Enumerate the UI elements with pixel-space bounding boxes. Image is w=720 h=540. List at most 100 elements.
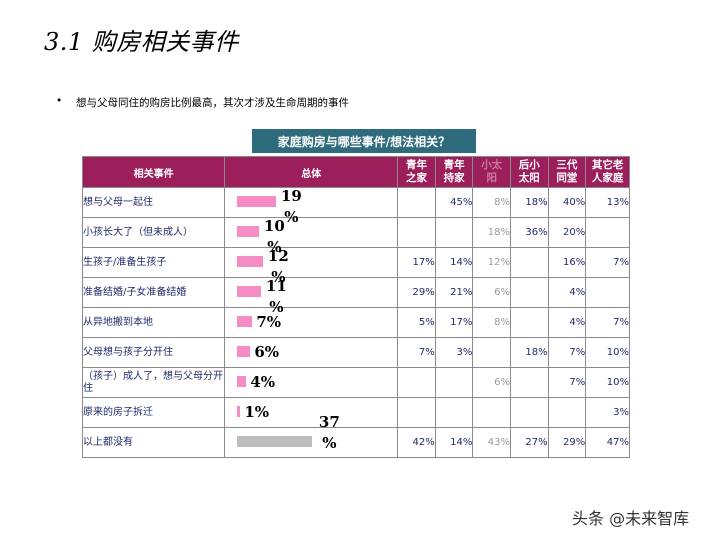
question-banner: 家庭购房与哪些事件/想法相关？ [252,129,476,153]
segment-value: 21% [434,277,474,308]
event-label: 想与父母一起住 [81,187,226,218]
header-col-youth-home: 青年 之家 [397,156,436,188]
event-table: 相关事件 总体 青年 之家 青年 持家 小太阳 后小 太阳 三代 同堂 其它老 人家庭 想… [81,156,630,458]
segment-value [434,217,474,248]
segment-value [585,277,630,308]
event-label: 原来的房子拆迁 [81,397,226,428]
segment-value: 18% [472,217,511,248]
segment-value: 8% [472,187,511,218]
segment-value [547,397,587,428]
segment-value: 45% [434,187,474,218]
segment-value [510,277,549,308]
total-bar [237,406,241,417]
table-row: 以上都没有 37 % 42% 14% 43% 27% 29% 47% [81,413,630,458]
page-title: 3.1 购房相关事件 [44,28,239,56]
segment-value: 8% [472,307,511,338]
segment-value: 18% [510,187,549,218]
watermark: 头条 @未来智库 [572,509,690,528]
segment-value: 12% [472,247,511,278]
segment-value: 36% [510,217,549,248]
table-row: （孩子）成人了，想与父母分开住 4% 6% 7% 10% [81,367,630,398]
event-label: 以上都没有 [81,427,226,458]
table-row: 小孩长大了（但未成人） 10 % 18% 36% 20% [81,217,630,256]
total-label: 4% [250,373,276,391]
segment-value [510,397,549,428]
bullet-text: 想与父母同住的购房比例最高，其次才涉及生命周期的事件 [76,97,349,109]
table-row: 原来的房子拆迁 1% 3% [81,397,630,428]
header-col-three-generations: 三代 同堂 [547,156,587,188]
segment-value: 17% [397,247,436,278]
segment-value [434,367,474,398]
segment-value [510,307,549,338]
segment-value: 47% [585,427,630,458]
segment-value [472,397,511,428]
segment-value: 13% [585,187,630,218]
segment-value [434,397,474,428]
segment-value: 6% [472,277,511,308]
total-bar [237,286,262,297]
segment-value: 4% [547,277,587,308]
header-col-other-elderly: 其它老 人家庭 [585,156,630,188]
bullet-dot: • [56,95,63,107]
segment-value: 18% [510,337,549,368]
segment-value: 14% [434,427,474,458]
segment-value: 4% [547,307,587,338]
total-bar [237,346,251,357]
total-cell: 11 % [224,277,399,316]
segment-value [472,337,511,368]
total-bar [237,256,264,267]
segment-value: 29% [397,277,436,308]
event-label: （孩子）成人了，想与父母分开住 [81,367,226,398]
segment-value [397,397,436,428]
event-label: 从异地搬到本地 [81,307,226,338]
total-cell: 37 % [224,413,399,458]
segment-value: 20% [547,217,587,248]
segment-value: 7% [585,307,630,338]
segment-value: 7% [547,367,587,398]
segment-value [397,217,436,248]
segment-value: 42% [397,427,436,458]
segment-value: 29% [547,427,587,458]
header-col-post-little-sun: 后小 太阳 [510,156,549,188]
segment-value [510,367,549,398]
segment-value: 10% [585,367,630,398]
event-label: 准备结婚/子女准备结婚 [81,277,226,308]
segment-value: 7% [585,247,630,278]
total-bar [237,376,247,387]
table-row: 从异地搬到本地 7% 5% 17% 8% 4% 7% [81,307,630,338]
segment-value [585,217,630,248]
total-cell: 1% [224,397,399,428]
segment-value: 3% [434,337,474,368]
total-cell: 10 % [224,217,399,256]
segment-value: 6% [472,367,511,398]
segment-value: 27% [510,427,549,458]
segment-value [397,187,436,218]
total-label: 1% [244,403,270,421]
total-label: 6% [254,343,280,361]
total-bar [237,316,253,327]
header-col-little-sun: 小太阳 [472,156,511,188]
table-row: 生孩子/准备生孩子 12 % 17% 14% 12% 16% 7% [81,247,630,286]
segment-value: 17% [434,307,474,338]
header-total: 总体 [224,156,399,188]
segment-value: 43% [472,427,511,458]
table-row: 父母想与孩子分开住 6% 7% 3% 18% 7% 10% [81,337,630,368]
total-cell: 4% [224,367,399,398]
segment-value: 7% [547,337,587,368]
total-cell: 12 % [224,247,399,286]
total-label: 7% [256,313,282,331]
header-event: 相关事件 [81,156,226,188]
total-bar [237,226,260,237]
total-cell: 7% [224,307,399,338]
event-label: 生孩子/准备生孩子 [81,247,226,278]
event-label: 小孩长大了（但未成人） [81,217,226,248]
segment-value [510,247,549,278]
total-bar [237,436,313,447]
segment-value: 16% [547,247,587,278]
total-cell: 6% [224,337,399,368]
event-label: 父母想与孩子分开住 [81,337,226,368]
segment-value [397,367,436,398]
table-row: 准备结婚/子女准备结婚 11 % 29% 21% 6% 4% [81,277,630,316]
segment-value: 14% [434,247,474,278]
total-label: 37 % [318,413,340,452]
